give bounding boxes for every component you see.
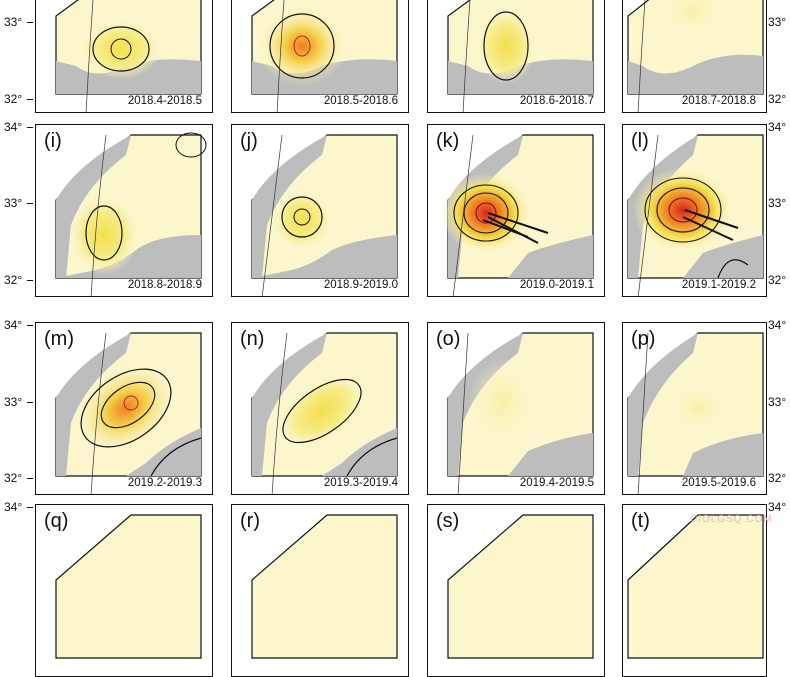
lat-label-32-right: 32° bbox=[768, 471, 787, 485]
panel-label: (t) bbox=[631, 510, 650, 532]
lat-label-34: 34° bbox=[4, 318, 23, 332]
map-plot bbox=[251, 0, 398, 112]
map-panel-n: (n) 2019.3-2019.4 bbox=[231, 322, 409, 495]
lat-tick bbox=[27, 127, 33, 128]
panel-label: (k) bbox=[436, 130, 460, 152]
map-panel-l: (l) 2019.1-2019.2 bbox=[622, 124, 767, 297]
watermark: CIOLGSQ.COM bbox=[690, 514, 773, 525]
map-plot bbox=[251, 134, 398, 296]
panel-label: (p) bbox=[631, 328, 656, 350]
map-panel-j: (j) 2018.9-2019.0 bbox=[231, 124, 409, 297]
lat-label-33: 33° bbox=[4, 196, 23, 210]
map-panel-p: (p) 2019.5-2019.6 bbox=[622, 322, 767, 495]
panel-label: (n) bbox=[240, 328, 265, 350]
lat-tick bbox=[27, 280, 33, 281]
period-label: 2018.8-2018.9 bbox=[127, 279, 202, 291]
map-plot bbox=[55, 0, 202, 112]
map-plot bbox=[627, 0, 764, 112]
lat-tick bbox=[27, 402, 33, 403]
map-plot bbox=[447, 332, 594, 494]
panel-label: (r) bbox=[240, 510, 260, 532]
map-plot bbox=[55, 132, 207, 296]
lat-label-34: 34° bbox=[4, 120, 23, 134]
period-label: 2019.2-2019.3 bbox=[127, 477, 202, 489]
map-plot bbox=[441, 134, 594, 296]
lat-label-32-right: 32° bbox=[768, 92, 787, 106]
lat-label-33-right: 33° bbox=[768, 395, 787, 409]
period-label: 2018.9-2019.0 bbox=[323, 279, 398, 291]
panel-label: (l) bbox=[631, 130, 649, 152]
lat-label-32-right: 32° bbox=[768, 273, 787, 287]
lat-label-33: 33° bbox=[4, 395, 23, 409]
lat-label-34-right: 34° bbox=[768, 120, 787, 134]
map-panel-m: (m) 2019.2-2019.3 bbox=[35, 322, 213, 495]
map-plot bbox=[55, 332, 202, 494]
period-label: 2019.4-2019.5 bbox=[519, 477, 594, 489]
map-plot bbox=[627, 332, 764, 494]
map-panel-h: 2018.7-2018.8 bbox=[622, 0, 767, 113]
period-label: 2019.1-2019.2 bbox=[681, 279, 756, 291]
panel-label: (m) bbox=[44, 328, 74, 350]
lat-tick bbox=[27, 507, 33, 508]
lat-label-34-right: 34° bbox=[768, 318, 787, 332]
lat-label-33: 33° bbox=[4, 15, 23, 29]
map-plot bbox=[627, 134, 764, 296]
panel-label: (q) bbox=[44, 510, 69, 532]
period-label: 2018.6-2018.7 bbox=[519, 95, 594, 107]
period-label: 2018.4-2018.5 bbox=[127, 95, 202, 107]
lat-tick bbox=[27, 22, 33, 23]
period-label: 2019.3-2019.4 bbox=[323, 477, 398, 489]
lat-tick bbox=[27, 99, 33, 100]
map-panel-e: 2018.4-2018.5 bbox=[35, 0, 213, 113]
map-panel-k: (k) 2019.0-2019.1 bbox=[427, 124, 605, 297]
map-panel-g: 2018.6-2018.7 bbox=[427, 0, 605, 113]
panel-label: (o) bbox=[436, 328, 461, 350]
period-label: 2019.5-2019.6 bbox=[681, 477, 756, 489]
panel-label: (j) bbox=[240, 130, 258, 152]
lat-label-33-right: 33° bbox=[768, 196, 787, 210]
lat-label-33-right: 33° bbox=[768, 15, 787, 29]
lat-label-32: 32° bbox=[4, 471, 23, 485]
lat-tick bbox=[27, 325, 33, 326]
lat-label-34-right: 34° bbox=[768, 500, 787, 514]
lat-label-32: 32° bbox=[4, 92, 23, 106]
panel-label: (s) bbox=[436, 510, 460, 532]
lat-label-34: 34° bbox=[4, 500, 23, 514]
map-panel-i: (i) 2018.8-2018.9 bbox=[35, 124, 213, 297]
period-label: 2019.0-2019.1 bbox=[519, 279, 594, 291]
lat-label-32: 32° bbox=[4, 273, 23, 287]
map-panel-f: 2018.5-2018.6 bbox=[231, 0, 409, 113]
period-label: 2018.7-2018.8 bbox=[681, 95, 756, 107]
map-plot bbox=[251, 332, 398, 494]
map-plot bbox=[447, 0, 594, 112]
lat-tick bbox=[27, 478, 33, 479]
panel-label: (i) bbox=[44, 130, 62, 152]
lat-tick bbox=[27, 203, 33, 204]
period-label: 2018.5-2018.6 bbox=[323, 95, 398, 107]
map-panel-o: (o) 2019.4-2019.5 bbox=[427, 322, 605, 495]
